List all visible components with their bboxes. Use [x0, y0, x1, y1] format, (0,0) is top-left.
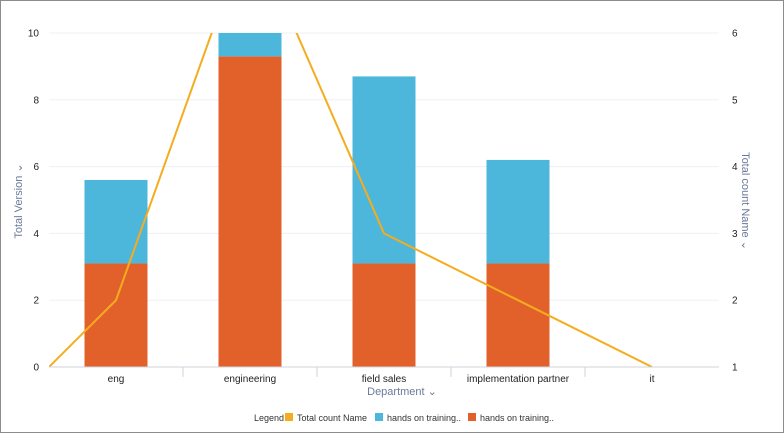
y-axis-right: 1 2 3 4 5 6 Total count Name ⌄: [732, 29, 751, 374]
bars-layer: [84, 33, 550, 367]
legend-label[interactable]: hands on training..: [387, 413, 461, 423]
x-tick-label: implementation partner: [467, 374, 570, 385]
y-right-axis-title[interactable]: Total count Name ⌄: [739, 152, 751, 250]
y-left-tick-label: 4: [33, 229, 39, 240]
y-left-tick-label: 2: [33, 296, 39, 307]
y-left-tick-label: 6: [33, 162, 39, 173]
y-right-tick-label: 4: [732, 162, 738, 173]
y-left-tick-label: 8: [33, 95, 39, 106]
y-right-tick-label: 1: [732, 363, 738, 374]
legend: Legend Total count Name hands on training.…: [254, 413, 554, 423]
legend-swatch: [375, 413, 383, 421]
y-left-axis-title[interactable]: Total Version ⌄: [13, 163, 25, 238]
legend-title: Legend: [254, 413, 284, 423]
bar-segment[interactable]: [218, 56, 282, 367]
y-right-tick-label: 3: [732, 229, 738, 240]
bar-segment[interactable]: [486, 159, 550, 264]
bar-segment[interactable]: [218, 33, 282, 57]
legend-swatch: [468, 413, 476, 421]
y-left-tick-label: 10: [28, 29, 40, 40]
y-right-tick-label: 2: [732, 296, 738, 307]
x-tick-label: it: [650, 374, 655, 385]
line-series-total-count-name[interactable]: [49, 1, 653, 367]
y-right-tick-label: 5: [732, 95, 738, 106]
bar-segment[interactable]: [352, 263, 416, 367]
bar-segment[interactable]: [486, 263, 550, 367]
x-axis-title[interactable]: Department ⌄: [367, 386, 437, 398]
y-axis-left: 0 2 4 6 8 10 Total Version ⌄: [13, 29, 39, 374]
y-left-tick-label: 0: [33, 363, 39, 374]
legend-swatch: [285, 413, 293, 421]
y-right-tick-label: 6: [732, 29, 738, 40]
x-axis: eng engineering field sales implementation …: [49, 366, 719, 398]
x-tick-label: engineering: [224, 374, 276, 385]
x-tick-label: eng: [108, 374, 125, 385]
x-tick-label: field sales: [362, 374, 406, 385]
legend-label[interactable]: Total count Name: [297, 413, 367, 423]
line-layer: [49, 1, 653, 367]
bar-segment[interactable]: [84, 263, 148, 367]
bar-segment[interactable]: [352, 76, 416, 264]
legend-label[interactable]: hands on training..: [480, 413, 554, 423]
bar-segment[interactable]: [84, 179, 148, 264]
